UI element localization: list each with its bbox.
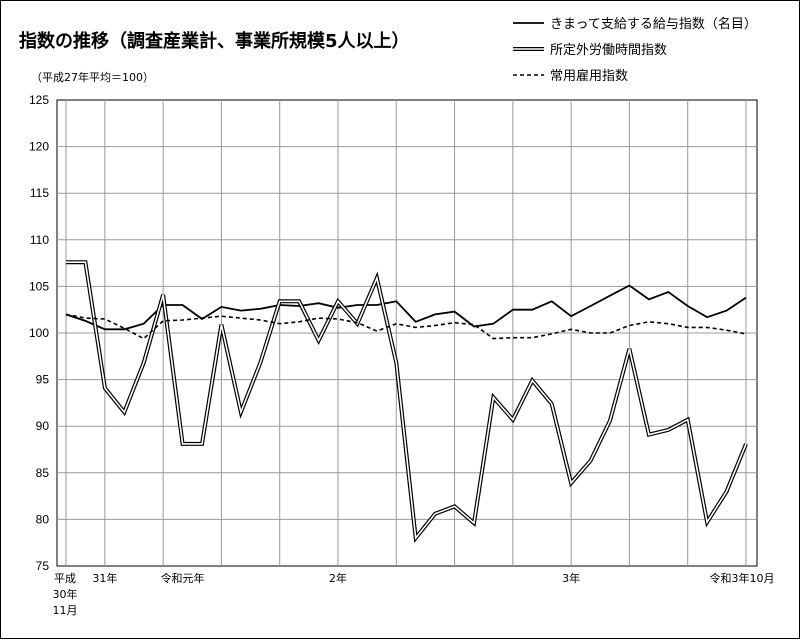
y-tick-label: 80 xyxy=(36,512,50,526)
y-tick-label: 90 xyxy=(36,419,50,433)
y-tick-label: 110 xyxy=(30,233,49,247)
series-employment-line xyxy=(65,313,747,340)
x-tick-label: 11月 xyxy=(53,604,78,617)
legend-label: 所定外労働時間指数 xyxy=(550,43,667,58)
legend-label: 常用雇用指数 xyxy=(550,68,628,84)
y-tick-label: 120 xyxy=(29,140,49,154)
grid-lines xyxy=(57,100,757,566)
x-axis-ticks: 平成 30年 11月 31年 令和元年 2年 3年 令和3年10月 xyxy=(53,571,775,617)
y-tick-label: 75 xyxy=(36,559,50,573)
x-tick-label: 3年 xyxy=(562,571,580,585)
y-axis-ticks: 75 80 85 90 95 100 105 110 115 120 125 xyxy=(29,93,49,573)
series-lines xyxy=(65,260,748,544)
x-tick-label: 2年 xyxy=(329,571,347,585)
y-tick-label: 95 xyxy=(36,373,50,387)
y-tick-label: 125 xyxy=(29,93,49,107)
x-tick-label: 30年 xyxy=(53,587,78,601)
y-tick-label: 115 xyxy=(30,186,49,200)
y-tick-label: 100 xyxy=(29,326,49,340)
x-tick-label: 31年 xyxy=(92,571,117,585)
chart-subtitle: （平成27年平均＝100） xyxy=(31,70,154,84)
legend-label: きまって支給する給与指数（名目） xyxy=(550,16,757,32)
x-tick-label: 令和元年 xyxy=(161,571,205,585)
series-overtime-inner xyxy=(66,261,747,541)
y-tick-label: 85 xyxy=(36,466,50,480)
series-wage-line xyxy=(65,284,747,331)
y-tick-label: 105 xyxy=(29,279,49,293)
x-tick-label: 令和3年10月 xyxy=(710,571,775,585)
x-tick-label: 平成 xyxy=(54,572,76,585)
chart-title: 指数の推移（調査産業計、事業所規模5人以上） xyxy=(19,30,410,52)
